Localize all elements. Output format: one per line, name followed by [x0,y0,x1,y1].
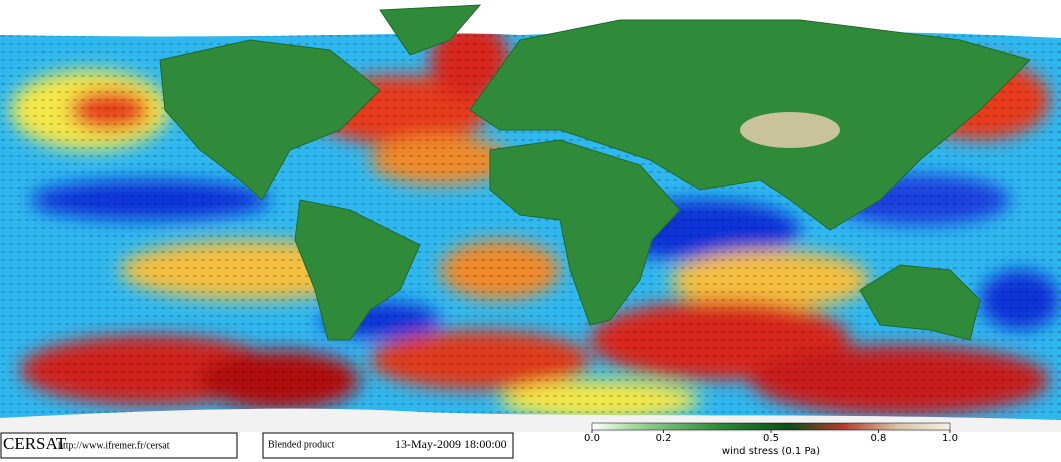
colorbar-tick-label: 0.0 [584,433,600,444]
south-america [294,199,421,341]
colorbar-tick-label: 0.5 [763,433,779,444]
timestamp: 13-May-2009 18:00:00 [395,437,507,451]
colorbar [591,422,951,431]
product: Blended product [268,439,335,450]
continents [159,4,1031,341]
logo: CERSAT [3,434,67,453]
product-box [262,432,514,459]
url[interactable]: http://www.ifremer.fr/cersat [58,440,170,451]
australia [859,264,981,341]
greenland [379,4,482,56]
colorbar-tick-label: 0.8 [870,433,886,444]
logo-box [0,432,238,459]
colorbar-tick-label: 1.0 [942,433,958,444]
ocean-field [0,0,1061,432]
colorbar-tick-label: 0.2 [656,433,672,444]
north-america [159,39,381,201]
tibet [740,112,840,148]
africa [489,139,681,326]
colorbar-label: wind stress (0.1 Pa) [722,446,820,457]
